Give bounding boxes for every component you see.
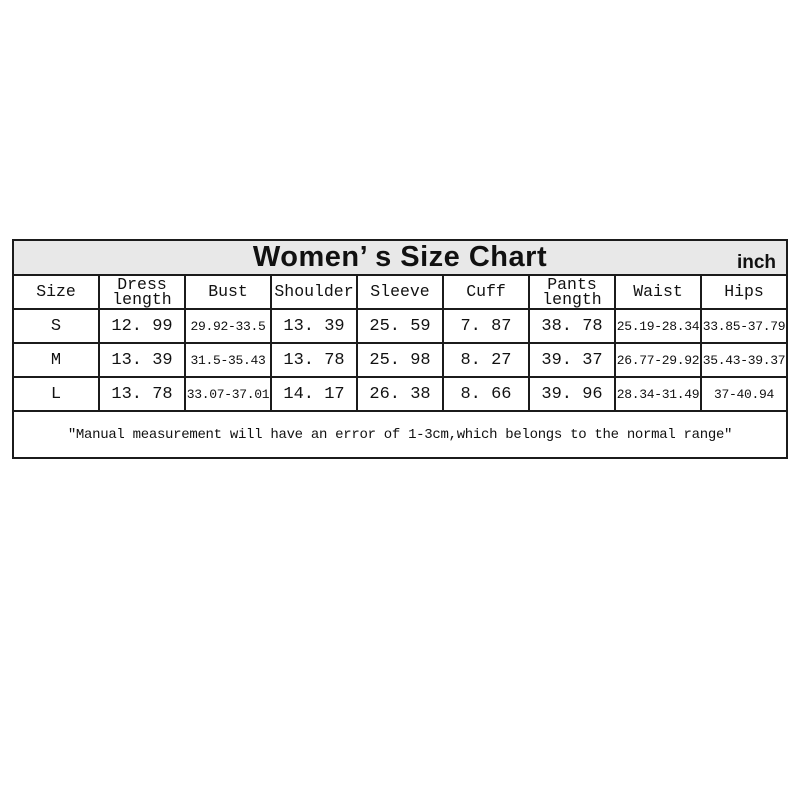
data-cell: 28.34-31.49 [614, 376, 702, 412]
data-cell: 13. 39 [270, 308, 358, 344]
size-label: L [12, 376, 100, 412]
header-cell-sleeve: Sleeve [356, 274, 444, 310]
size-chart-table: Women’ s Size Chart inch Size Dress leng… [12, 239, 788, 459]
data-cell: 37-40.94 [700, 376, 788, 412]
header-cell-shoulder: Shoulder [270, 274, 358, 310]
data-cell: 39. 96 [528, 376, 616, 412]
data-cell: 33.85-37.79 [700, 308, 788, 344]
size-label: M [12, 342, 100, 378]
chart-title: Women’ s Size Chart [252, 241, 548, 273]
data-cell: 12. 99 [98, 308, 186, 344]
header-cell-dress-length: Dress length [98, 274, 186, 310]
data-cell: 13. 78 [98, 376, 186, 412]
measurement-note: ″Manual measurement will have an error o… [12, 410, 788, 459]
data-cell: 31.5-35.43 [184, 342, 272, 378]
data-cell: 26. 38 [356, 376, 444, 412]
data-cell: 25. 59 [356, 308, 444, 344]
header-cell-size: Size [12, 274, 100, 310]
data-cell: 13. 78 [270, 342, 358, 378]
header-cell-hips: Hips [700, 274, 788, 310]
header-cell-waist: Waist [614, 274, 702, 310]
header-cell-bust: Bust [184, 274, 272, 310]
table-row-m: M 13. 39 31.5-35.43 13. 78 25. 98 8. 27 … [12, 342, 788, 378]
title-cell: Women’ s Size Chart inch [12, 239, 788, 276]
table-row-s: S 12. 99 29.92-33.5 13. 39 25. 59 7. 87 … [12, 308, 788, 344]
title-row: Women’ s Size Chart inch [12, 239, 788, 276]
unit-label: inch [736, 252, 776, 273]
data-cell: 14. 17 [270, 376, 358, 412]
data-cell: 7. 87 [442, 308, 530, 344]
data-cell: 13. 39 [98, 342, 186, 378]
size-chart-container: Women’ s Size Chart inch Size Dress leng… [12, 239, 788, 459]
size-label: S [12, 308, 100, 344]
header-row: Size Dress length Bust Shoulder Sleeve C… [12, 274, 788, 310]
data-cell: 33.07-37.01 [184, 376, 272, 412]
table-row-l: L 13. 78 33.07-37.01 14. 17 26. 38 8. 66… [12, 376, 788, 412]
data-cell: 8. 66 [442, 376, 530, 412]
header-cell-cuff: Cuff [442, 274, 530, 310]
data-cell: 39. 37 [528, 342, 616, 378]
footer-row: ″Manual measurement will have an error o… [12, 410, 788, 459]
data-cell: 35.43-39.37 [700, 342, 788, 378]
header-cell-pants-length: Pants length [528, 274, 616, 310]
data-cell: 29.92-33.5 [184, 308, 272, 344]
data-cell: 38. 78 [528, 308, 616, 344]
data-cell: 8. 27 [442, 342, 530, 378]
data-cell: 25. 98 [356, 342, 444, 378]
data-cell: 26.77-29.92 [614, 342, 702, 378]
data-cell: 25.19-28.34 [614, 308, 702, 344]
